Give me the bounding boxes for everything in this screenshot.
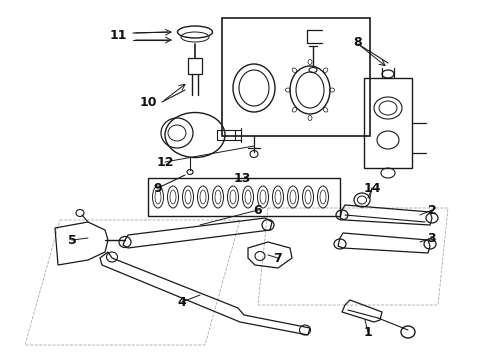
Text: 9: 9 [154,181,162,194]
Text: 1: 1 [364,325,372,338]
Text: 13: 13 [233,171,251,185]
Text: 8: 8 [354,36,362,49]
Text: 3: 3 [428,231,436,244]
Text: 2: 2 [428,203,437,216]
Text: 11: 11 [109,28,127,41]
Bar [222,18,370,136]
Text: 10: 10 [139,95,157,108]
Text: 14: 14 [363,181,381,194]
Bar [148,178,340,216]
Bar [188,58,202,74]
Text: 4: 4 [178,296,186,309]
Text: 5: 5 [68,234,76,247]
Text: 6: 6 [254,203,262,216]
Text: 7: 7 [273,252,282,265]
Text: 12: 12 [156,156,174,168]
Bar [217,130,235,140]
